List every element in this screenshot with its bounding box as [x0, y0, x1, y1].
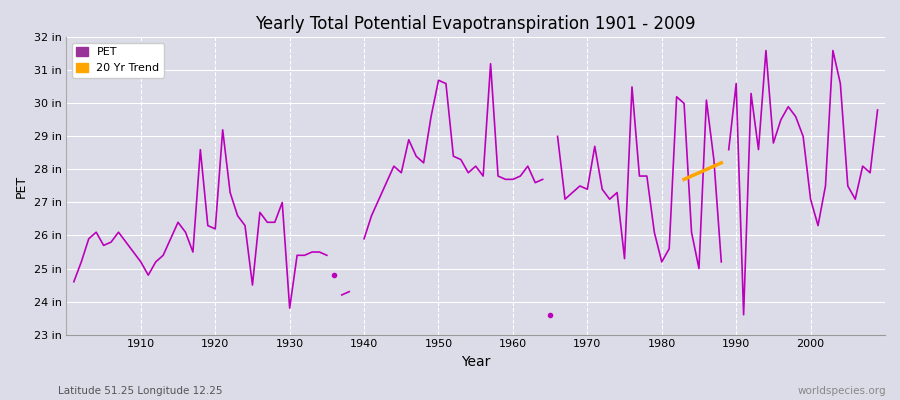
- X-axis label: Year: Year: [461, 355, 491, 369]
- Text: Latitude 51.25 Longitude 12.25: Latitude 51.25 Longitude 12.25: [58, 386, 223, 396]
- Y-axis label: PET: PET: [15, 174, 28, 198]
- Title: Yearly Total Potential Evapotranspiration 1901 - 2009: Yearly Total Potential Evapotranspiratio…: [256, 15, 696, 33]
- Legend: PET, 20 Yr Trend: PET, 20 Yr Trend: [72, 43, 164, 78]
- Text: worldspecies.org: worldspecies.org: [798, 386, 886, 396]
